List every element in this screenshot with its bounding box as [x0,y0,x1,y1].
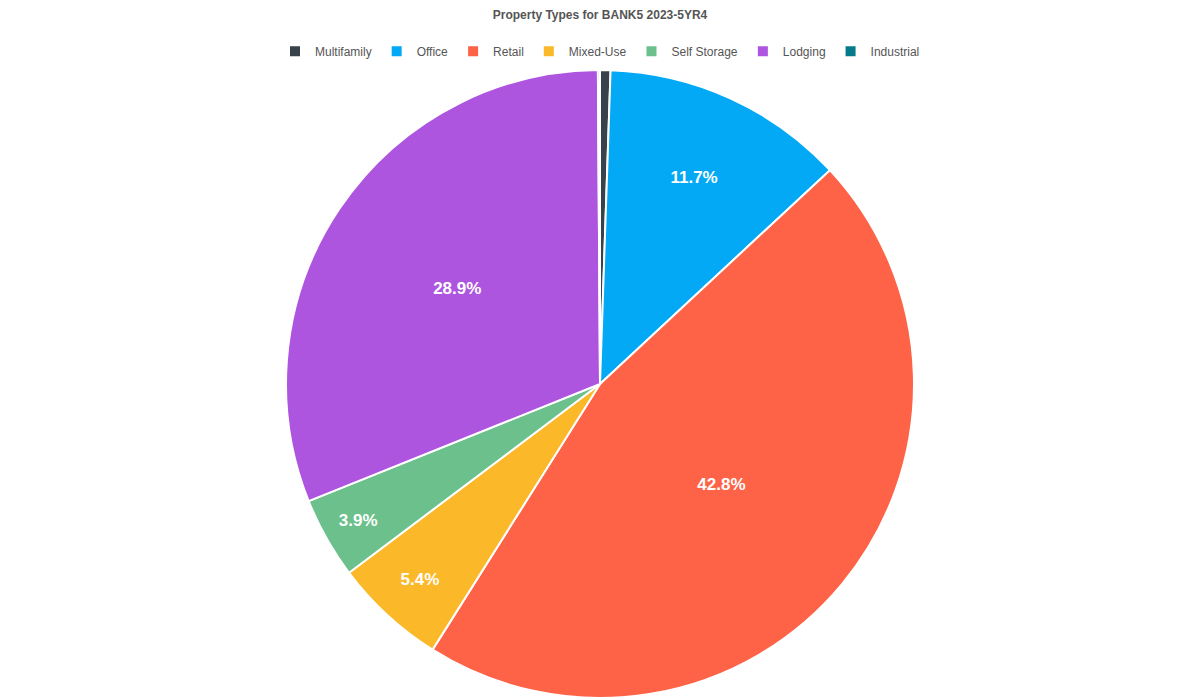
svg-text:Retail: Retail [493,45,524,59]
svg-text:5.4%: 5.4% [401,570,440,589]
svg-text:Industrial: Industrial [871,45,920,59]
svg-text:Self Storage: Self Storage [671,45,737,59]
svg-text:28.9%: 28.9% [433,279,481,298]
svg-text:Property Types for BANK5 2023-: Property Types for BANK5 2023-5YR4 [493,8,708,22]
svg-text:Mixed-Use: Mixed-Use [569,45,627,59]
svg-text:Multifamily: Multifamily [315,45,372,59]
svg-text:Lodging: Lodging [783,45,826,59]
svg-text:42.8%: 42.8% [697,475,745,494]
svg-text:11.7%: 11.7% [670,168,717,187]
svg-text:3.9%: 3.9% [339,511,378,530]
svg-text:Office: Office [417,45,448,59]
